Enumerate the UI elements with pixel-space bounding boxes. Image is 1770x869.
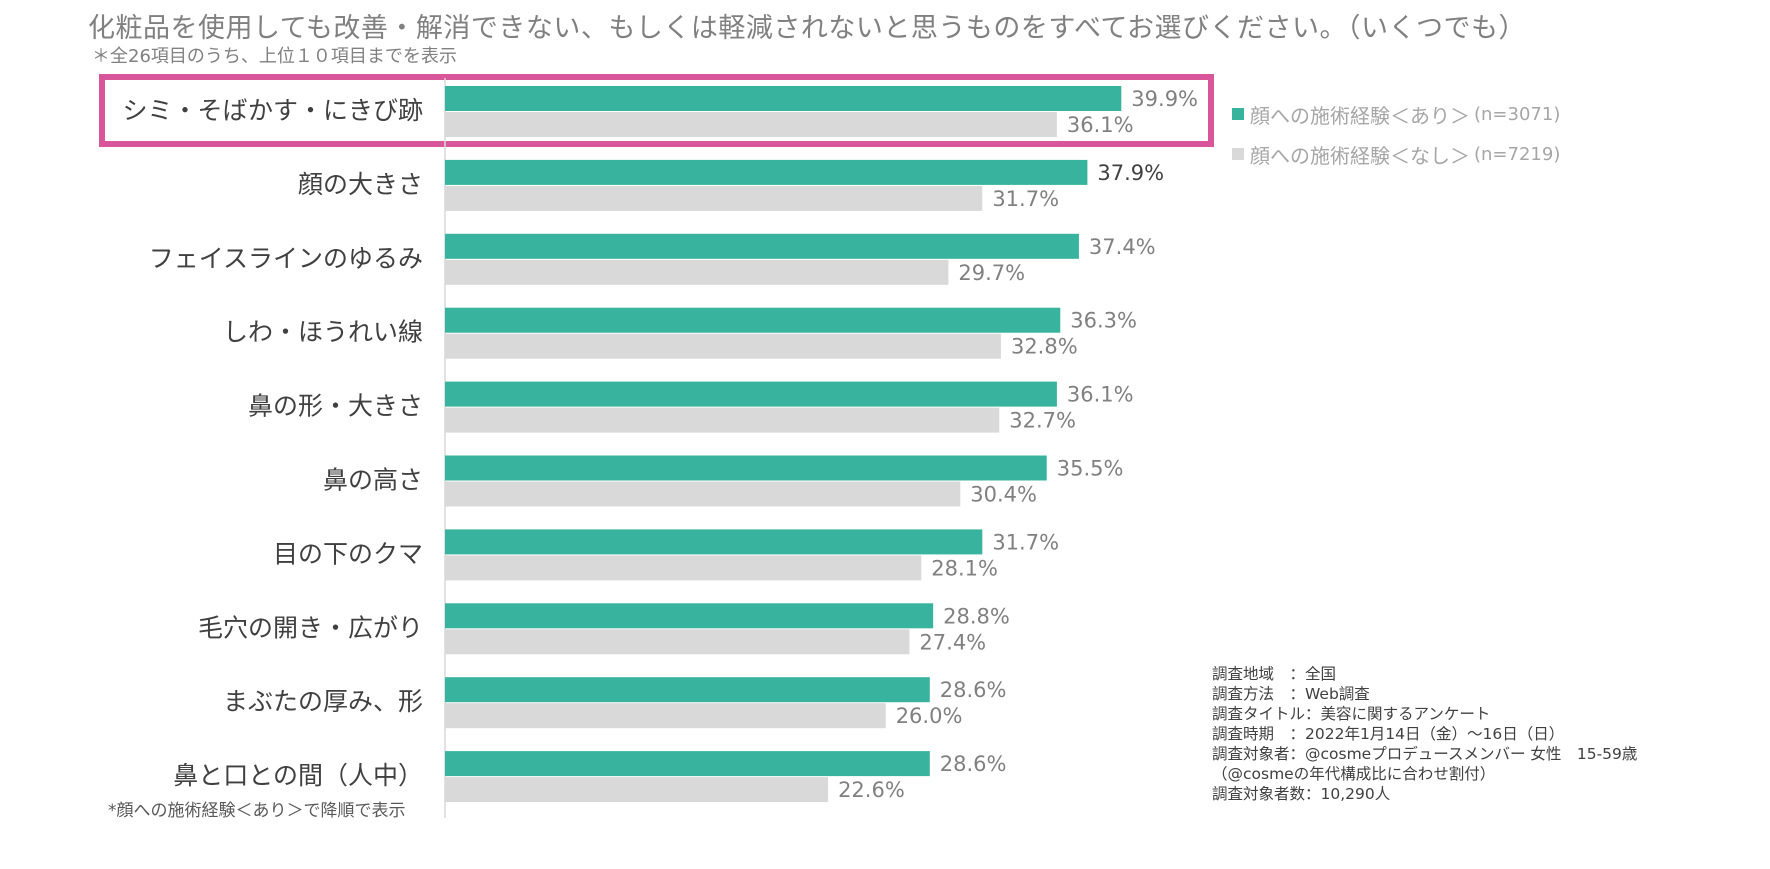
survey-line-allocation: （@cosmeの年代構成比に合わせ割付） (1212, 765, 1496, 783)
bar-with-treatment (445, 86, 1122, 111)
survey-line-region: 調査地域 ：全国 (1212, 665, 1337, 683)
bar-with-treatment (445, 159, 1088, 185)
data-label: 36.1% (1067, 383, 1134, 407)
data-label: 32.8% (1011, 335, 1078, 359)
survey-line-period: 調査時期 ：2022年1月14日（金）～16日（日） (1212, 725, 1565, 743)
data-label: 31.7% (992, 187, 1059, 211)
survey-line-title: 調査タイトル：美容に関するアンケート (1212, 705, 1491, 723)
category-label: 鼻と口との間（人中） (173, 761, 423, 790)
data-label: 35.5% (1057, 457, 1124, 481)
bar-with-treatment (445, 751, 930, 777)
data-label: 39.9% (1131, 87, 1198, 111)
bar-without-treatment (445, 777, 829, 803)
legend-item-without-treatment: 顔への施術経験＜なし＞ (n=7219) (1232, 134, 1560, 174)
data-label: 27.4% (919, 630, 986, 654)
data-label: 31.7% (992, 530, 1059, 554)
chart-footnote: *顔への施術経験＜あり＞で降順で表示 (108, 801, 406, 821)
data-label: 29.7% (958, 261, 1025, 285)
legend-item-with-treatment: 顔への施術経験＜あり＞ (n=3071) (1232, 94, 1560, 134)
bar-without-treatment (445, 259, 949, 285)
legend-label-with-treatment: 顔への施術経験＜あり＞ (1250, 103, 1470, 128)
bar-without-treatment (445, 481, 961, 507)
data-label: 37.9% (1097, 161, 1164, 185)
data-label: 28.6% (940, 752, 1007, 776)
chart-title: 化粧品を使用しても改善・解消できない、もしくは軽減されないと思うものをすべてお選… (88, 13, 1527, 44)
legend-swatch-with-treatment (1232, 108, 1244, 120)
bar-with-treatment (445, 603, 934, 629)
bar-without-treatment (445, 407, 1000, 433)
bar-without-treatment (445, 185, 983, 211)
bar-with-treatment (445, 381, 1057, 407)
bar-with-treatment (445, 233, 1079, 259)
bar-without-treatment (445, 112, 1057, 137)
bar-with-treatment (445, 455, 1047, 481)
category-label: 毛穴の開き・広がり (198, 613, 423, 642)
legend-n-without-treatment: (n=7219) (1474, 143, 1561, 165)
category-label: まぶたの厚み、形 (223, 687, 423, 716)
bar-without-treatment (445, 629, 910, 655)
data-label: 36.3% (1070, 309, 1137, 333)
bar-with-treatment (445, 677, 930, 703)
bar-with-treatment (445, 529, 983, 555)
data-label: 22.6% (838, 778, 905, 802)
category-label: 鼻の高さ (323, 466, 423, 495)
highlight-box (99, 74, 1214, 147)
survey-line-method: 調査方法 ：Web調査 (1212, 685, 1370, 703)
data-label: 37.4% (1089, 235, 1156, 259)
legend-swatch-without-treatment (1232, 148, 1244, 160)
survey-line-target: 調査対象者：@cosmeプロデュースメンバー 女性 15-59歳 (1212, 745, 1638, 763)
legend-n-with-treatment: (n=3071) (1474, 103, 1561, 125)
data-label: 30.4% (970, 483, 1037, 507)
data-label: 36.1% (1067, 113, 1134, 137)
chart-legend: 顔への施術経験＜あり＞ (n=3071) 顔への施術経験＜なし＞ (n=7219… (1232, 94, 1560, 174)
bar-without-treatment (445, 703, 886, 729)
data-label: 28.8% (943, 604, 1010, 628)
data-label: 28.6% (940, 678, 1007, 702)
category-label: 顔の大きさ (298, 170, 423, 199)
bar-without-treatment (445, 333, 1001, 359)
bar-without-treatment (445, 555, 922, 581)
category-label: フェイスラインのゆるみ (149, 244, 423, 273)
legend-label-without-treatment: 顔への施術経験＜なし＞ (1250, 143, 1470, 168)
survey-line-count: 調査対象者数：10,290人 (1212, 785, 1391, 803)
chart-subtitle: ＊全26項目のうち、上位１０項目までを表示 (92, 46, 457, 67)
category-label: 鼻の形・大きさ (248, 392, 423, 421)
survey-info: 調査地域 ：全国 調査方法 ：Web調査 調査タイトル：美容に関するアンケート … (1212, 664, 1637, 804)
data-label: 28.1% (931, 556, 998, 580)
category-label: 目の下のクマ (273, 539, 423, 568)
data-label: 32.7% (1009, 409, 1076, 433)
data-label: 26.0% (896, 704, 963, 728)
category-label: シミ・そばかす・にきび跡 (122, 96, 423, 125)
bar-with-treatment (445, 307, 1061, 333)
category-label: しわ・ほうれい線 (223, 318, 423, 347)
